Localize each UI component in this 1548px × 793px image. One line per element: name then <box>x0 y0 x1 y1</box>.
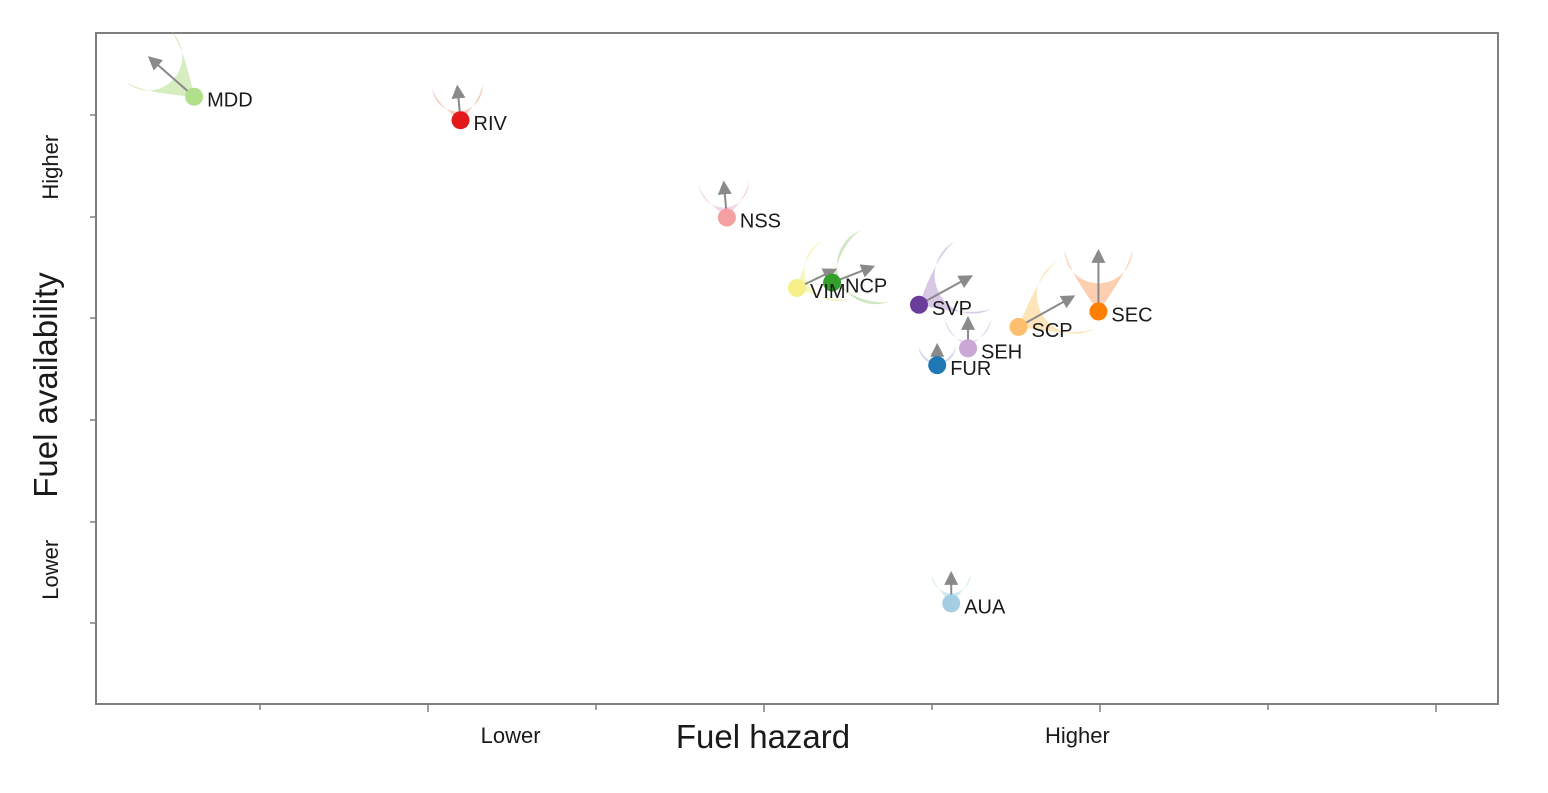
label-vim: VIM <box>810 281 846 303</box>
arrows <box>147 56 1106 604</box>
point-vim <box>788 278 806 297</box>
label-riv: RIV <box>474 113 508 135</box>
label-ncp: NCP <box>845 276 887 298</box>
x-tick-label: Lower <box>481 723 541 748</box>
label-scp: SCP <box>1032 320 1073 342</box>
label-seh: SEH <box>981 341 1022 363</box>
point-riv <box>451 111 470 130</box>
tick-labels: Lower Higher Lower Higher <box>38 135 1110 748</box>
plume-fur <box>918 345 956 366</box>
label-svp: SVP <box>932 298 972 320</box>
x-tick-label: Higher <box>1045 723 1110 748</box>
arrow-mdd <box>147 56 195 98</box>
point-sec <box>1089 302 1108 321</box>
x-axis-title: Fuel hazard <box>676 718 850 755</box>
point-seh <box>959 339 978 358</box>
plot-frame <box>95 32 1499 705</box>
plume-mdd <box>125 30 195 97</box>
point-mdd <box>185 87 204 106</box>
y-tick-label: Higher <box>38 135 63 200</box>
axis-ticks <box>90 114 1437 712</box>
point-aua <box>942 594 961 613</box>
label-mdd: MDD <box>207 90 253 112</box>
point-fur <box>928 356 947 375</box>
y-axis-title: Fuel availability <box>27 272 64 498</box>
point-nss <box>717 208 736 227</box>
label-sec: SEC <box>1111 304 1152 326</box>
arrow-svp <box>918 275 973 306</box>
label-aua: AUA <box>964 596 1006 618</box>
label-fur: FUR <box>950 358 991 380</box>
points <box>185 87 1108 613</box>
point-scp <box>1009 317 1028 336</box>
point-svp <box>909 295 928 314</box>
y-tick-label: Lower <box>38 540 63 600</box>
point-ncp <box>823 273 842 292</box>
label-nss: NSS <box>740 211 781 233</box>
arrow-scp <box>1018 295 1076 328</box>
